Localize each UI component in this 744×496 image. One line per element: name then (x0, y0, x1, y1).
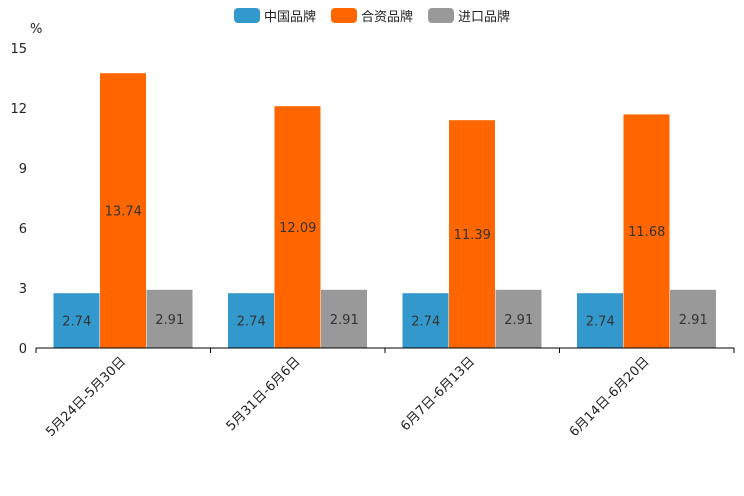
bar-3-3 (495, 289, 542, 348)
x-tick-label: 6月14日-6月20日 (567, 354, 653, 440)
bar-value-label: 2.91 (679, 313, 708, 328)
legend-swatch (331, 8, 357, 23)
bar-value-label: 2.74 (237, 315, 266, 330)
y-tick-label: 6 (19, 222, 27, 237)
bar-value-label: 2.74 (62, 315, 91, 330)
bar-value-label: 2.74 (586, 315, 615, 330)
legend: 中国品牌 合资品牌 进口品牌 (234, 8, 510, 25)
y-tick-label: 0 (19, 342, 27, 357)
legend-item: 合资品牌 (331, 8, 413, 25)
legend-item: 中国品牌 (234, 8, 316, 25)
x-axis: 5月24日-5月30日 5月31日-6月6日 6月7日-6月13日 6月14日-6月2… (35, 348, 735, 440)
bar-3-4 (670, 289, 716, 348)
bar-value-label: 11.39 (454, 228, 491, 243)
legend-label: 进口品牌 (458, 9, 510, 25)
bar-2-4 (623, 114, 670, 349)
bar-value-label: 2.91 (155, 313, 184, 328)
legend-item: 进口品牌 (428, 8, 510, 25)
y-tick-label: 15 (10, 42, 27, 57)
legend-swatch (428, 8, 454, 23)
x-tick-label: 5月31日-6月6日 (224, 354, 304, 434)
bar-value-label: 2.91 (330, 313, 359, 328)
y-tick-label: 9 (19, 162, 27, 177)
legend-label: 合资品牌 (361, 9, 413, 25)
bar-2-1 (100, 73, 146, 348)
bar-value-label: 13.74 (105, 205, 142, 220)
bar-value-label: 12.09 (279, 221, 316, 236)
bar-2-3 (449, 120, 495, 348)
bars: 2.74 13.74 2.91 2.74 12.09 2.91 2.74 11.39 2.91 2… (53, 73, 716, 349)
x-tick-label: 5月24日-5月30日 (43, 354, 129, 440)
legend-label: 中国品牌 (264, 9, 316, 25)
bar-3-1 (146, 289, 193, 348)
x-tick-label: 6月7日-6月13日 (398, 354, 478, 434)
bar-value-label: 2.91 (504, 313, 533, 328)
y-axis: 0 3 6 9 12 15 (10, 42, 27, 357)
y-tick-label: 12 (10, 102, 27, 117)
legend-swatch (234, 8, 260, 23)
bar-1-1 (53, 293, 100, 348)
y-tick-label: 3 (19, 282, 27, 297)
bar-2-2 (274, 106, 321, 348)
bar-1-3 (402, 293, 449, 348)
bar-1-4 (577, 293, 623, 348)
bar-3-2 (321, 289, 367, 348)
y-axis-unit-label: % (30, 22, 42, 37)
bar-value-label: 11.68 (628, 225, 665, 240)
bar-1-2 (228, 293, 274, 348)
bar-value-label: 2.74 (411, 315, 440, 330)
